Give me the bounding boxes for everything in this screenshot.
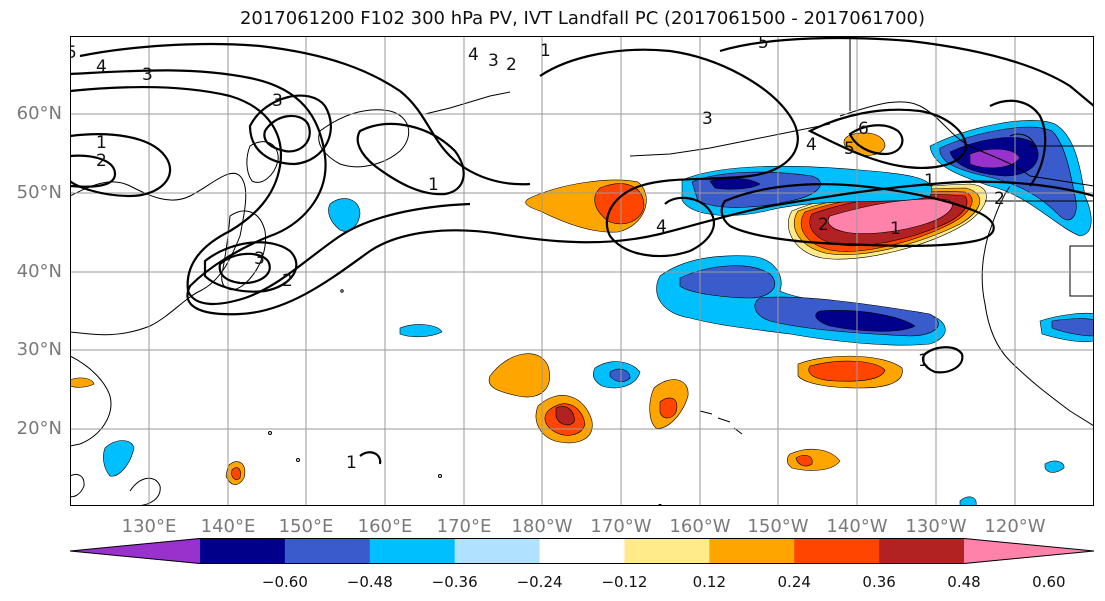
lon-label: 170°W [590, 516, 652, 537]
contour-labels: 5 4 3 3 1 2 1 3 2 4 3 2 1 3 4 5 4 6 5 1 … [70, 36, 1005, 473]
contour-label: 4 [806, 135, 817, 155]
colorbar-tick-label: −0.24 [516, 573, 563, 591]
colorbar-tick-label: 0.48 [947, 573, 981, 591]
lat-label: 40°N [16, 261, 62, 282]
contour-label: 2 [994, 189, 1005, 209]
contour-label: 1 [924, 171, 935, 191]
contour-label: 1 [428, 175, 439, 195]
lon-label: 130°E [121, 516, 177, 537]
contour-label: 2 [818, 215, 829, 235]
colorbar-swatch [709, 538, 795, 564]
contour-label: 1 [540, 41, 551, 61]
contour-label: 6 [858, 119, 869, 139]
map-panel: 5 4 3 3 1 2 1 3 2 4 3 2 1 3 4 5 4 6 5 1 … [70, 36, 1094, 506]
contour-label: 3 [272, 91, 283, 111]
contour-label: 1 [918, 351, 929, 371]
colorbar-tick-label: 0.60 [1032, 573, 1066, 591]
contour-label: 3 [702, 109, 713, 129]
lat-label: 30°N [16, 339, 62, 360]
lon-label: 140°W [826, 516, 888, 537]
map-title: 2017061200 F102 300 hPa PV, IVT Landfall… [239, 8, 926, 29]
lat-label: 20°N [16, 418, 62, 439]
contour-label: 4 [468, 45, 479, 65]
colorbar-outline [70, 538, 1094, 564]
lon-label: 170°E [436, 516, 492, 537]
lon-label: 150°W [747, 516, 809, 537]
contour-label: 1 [96, 133, 107, 153]
lat-label: 50°N [16, 182, 62, 203]
colorbar-swatch [539, 538, 625, 564]
lon-label: 180°W [511, 516, 573, 537]
contour-label: 2 [282, 271, 293, 291]
colorbar-swatch [200, 538, 286, 564]
colorbar-tick-label: −0.48 [346, 573, 393, 591]
colorbar-swatch [454, 538, 541, 564]
contour-label: 4 [96, 57, 107, 77]
contour-label: 3 [142, 65, 153, 85]
contour-label: 1 [890, 219, 901, 239]
contour-label: 2 [96, 151, 107, 171]
contour-label: 5 [70, 43, 77, 63]
colorbar-swatch [879, 538, 965, 564]
lon-label: 140°E [200, 516, 256, 537]
contour-label: 1 [346, 453, 357, 473]
colorbar-tick-label: −0.60 [261, 573, 308, 591]
contour-label: 5 [844, 139, 855, 159]
lon-label: 130°W [905, 516, 967, 537]
contour-label: 3 [254, 249, 265, 269]
lat-label: 60°N [16, 103, 62, 124]
colorbar-tick-label: 0.24 [777, 573, 811, 591]
contour-label: 5 [758, 36, 769, 53]
lon-label: 160°E [357, 516, 413, 537]
colorbar-tick-label: −0.36 [431, 573, 478, 591]
pv-contours [70, 36, 1094, 465]
contour-label: 3 [488, 51, 499, 71]
colorbar [70, 538, 1094, 564]
gridlines [70, 36, 1094, 506]
colorbar-swatch [624, 538, 710, 564]
colorbar-swatch [284, 538, 371, 564]
shaded-fields [70, 120, 1094, 506]
lon-label: 150°E [278, 516, 334, 537]
lon-label: 160°W [669, 516, 731, 537]
contour-label: 4 [656, 217, 667, 237]
colorbar-tick-label: 0.36 [862, 573, 896, 591]
colorbar-swatch [369, 538, 456, 564]
colorbar-swatch [964, 538, 1094, 564]
contour-label: 2 [506, 55, 517, 75]
colorbar-tick-label: −0.12 [601, 573, 648, 591]
colorbar-swatch [70, 538, 200, 564]
lon-label: 120°W [984, 516, 1046, 537]
colorbar-tick-label: 0.12 [692, 573, 727, 591]
colorbar-swatch [794, 538, 880, 564]
